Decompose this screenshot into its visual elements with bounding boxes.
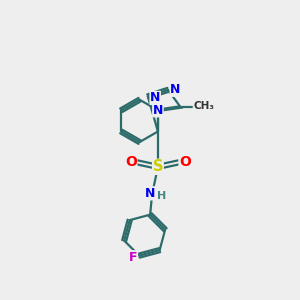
Text: S: S xyxy=(153,159,163,174)
Text: N: N xyxy=(150,92,160,104)
Text: CH₃: CH₃ xyxy=(193,100,214,110)
Text: N: N xyxy=(170,83,181,96)
Text: N: N xyxy=(153,104,163,117)
Text: O: O xyxy=(125,155,137,170)
Text: F: F xyxy=(129,251,137,264)
Text: N: N xyxy=(146,187,156,200)
Text: O: O xyxy=(179,155,191,170)
Text: H: H xyxy=(157,191,166,201)
